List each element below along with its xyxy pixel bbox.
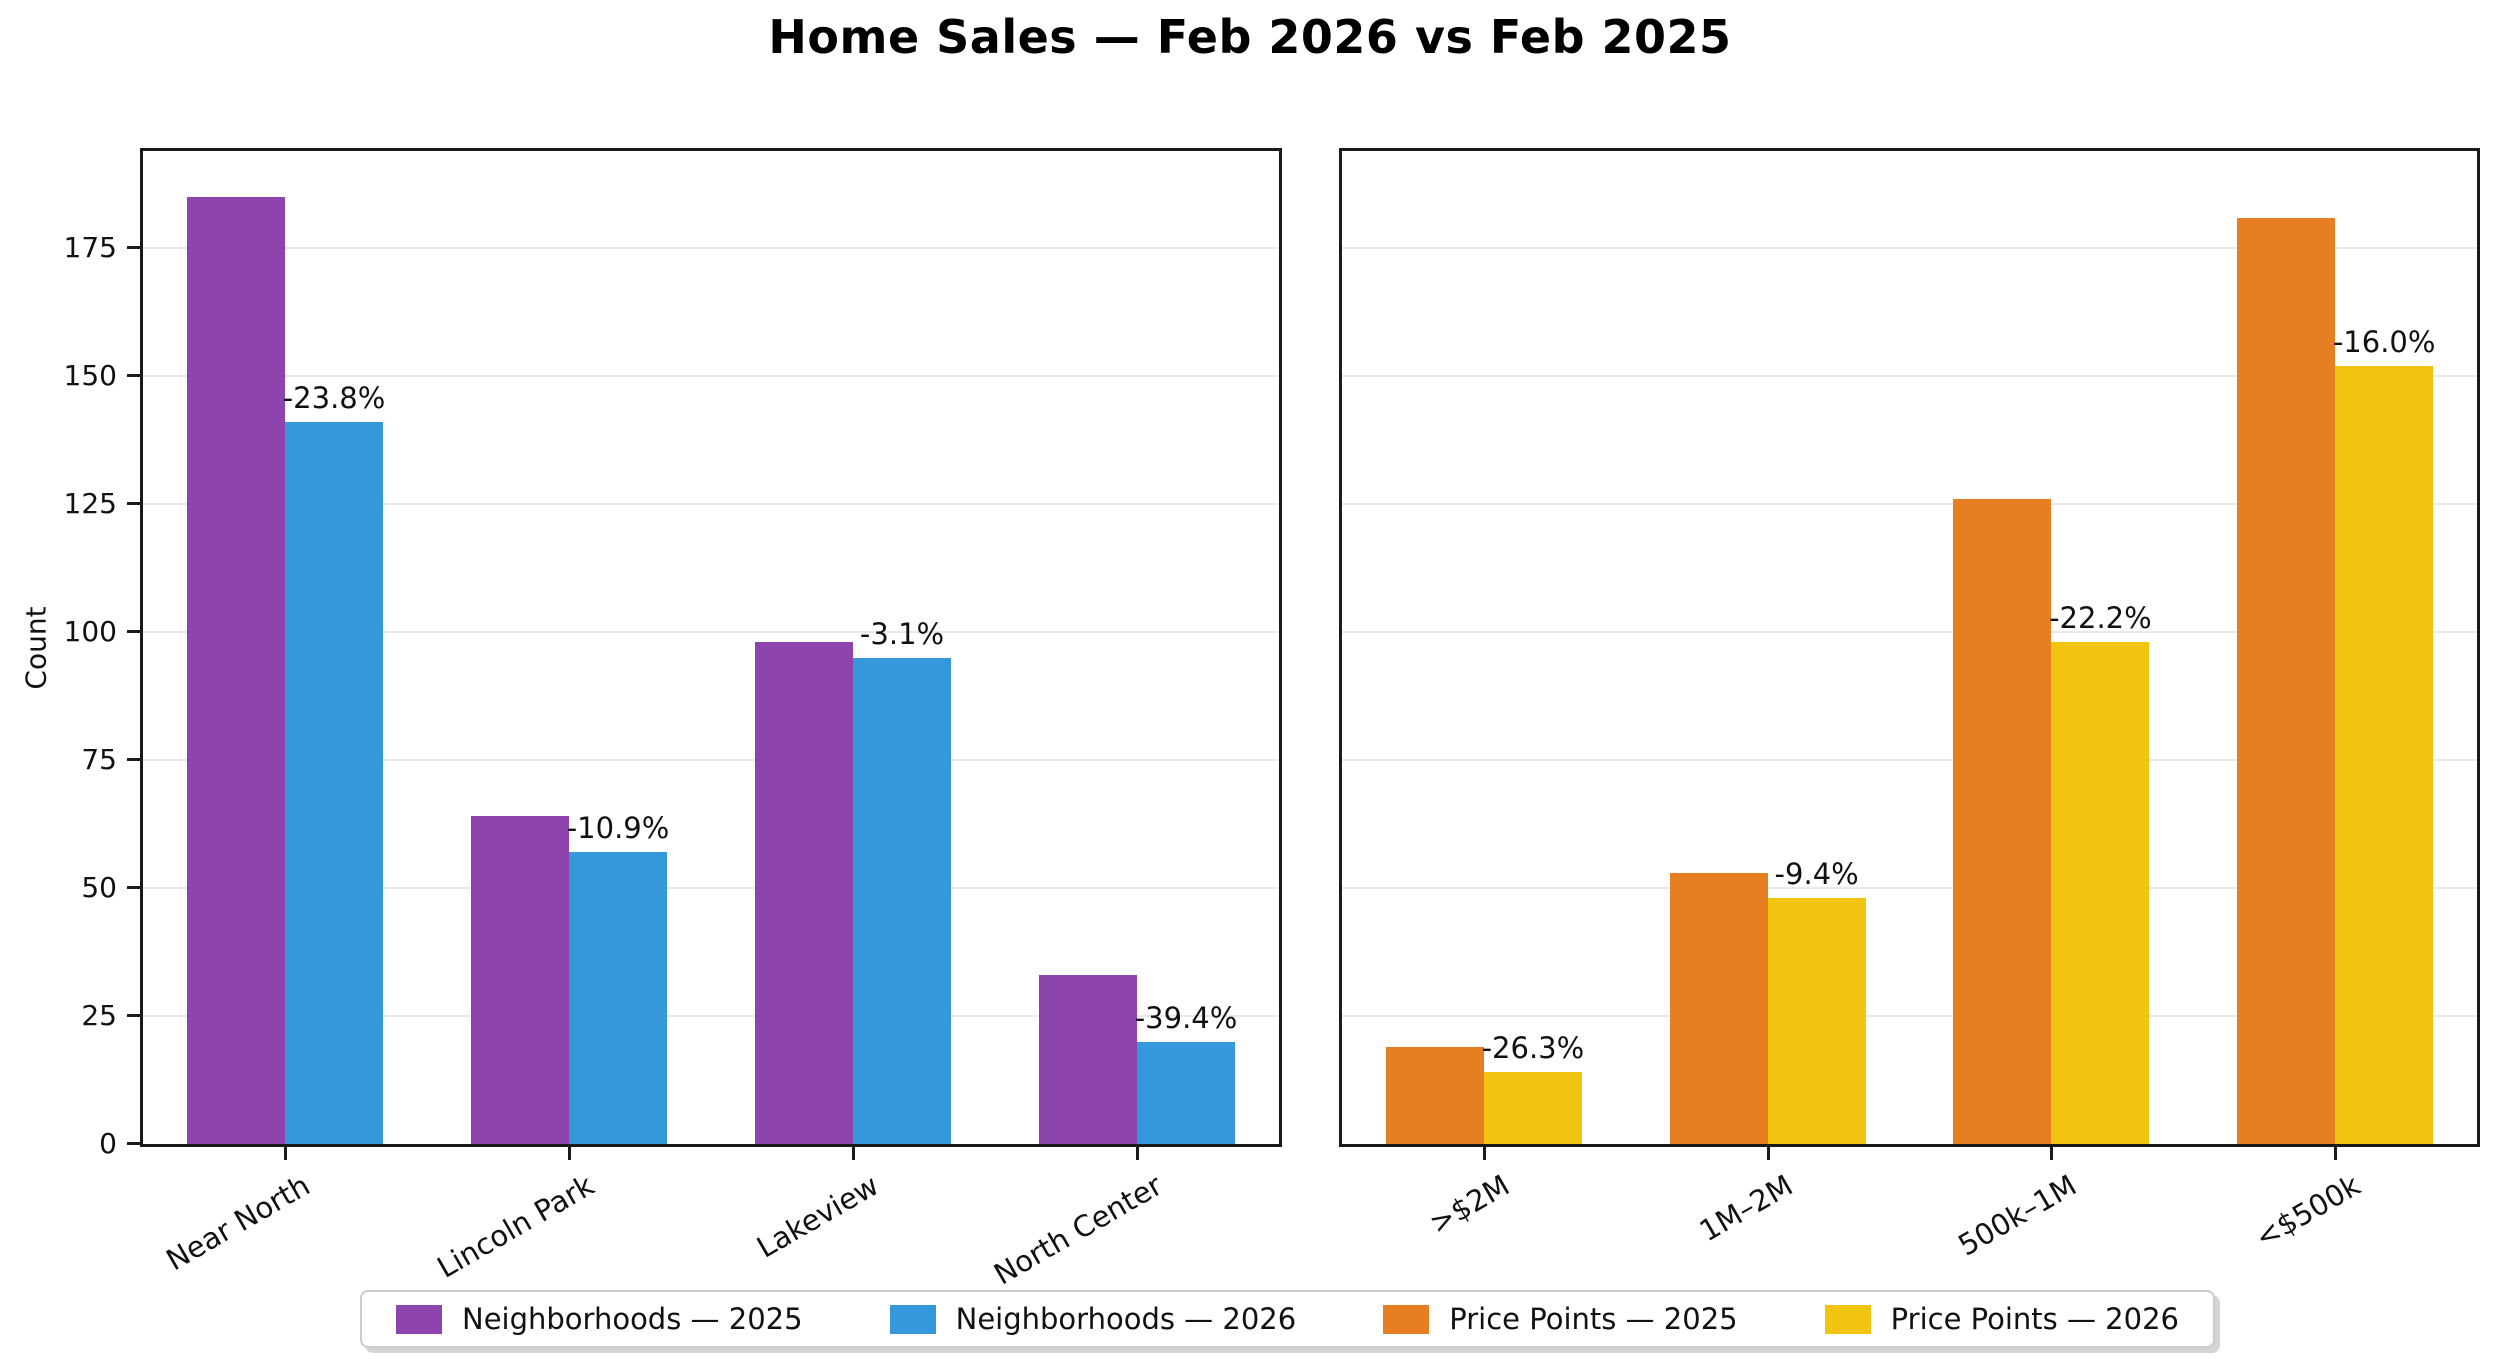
y-tick-label: 25 [81,999,117,1033]
gridline [1342,375,2477,378]
x-tick-mark [2334,1147,2338,1160]
y-tick-mark [127,246,140,250]
gridline [1342,247,2477,250]
x-tick-mark [1136,1147,1139,1160]
pct-change-label: -3.1% [859,616,945,651]
bar-neighborhoods-2026 [285,422,383,1144]
y-tick-label: 150 [63,359,117,393]
neighborhoods-2025-swatch-icon [396,1304,442,1334]
gridline [143,1015,1279,1018]
price-points-2025-swatch-icon [1383,1304,1430,1334]
gridline [1342,887,2477,890]
pct-change-label: -23.8% [282,381,386,416]
bar-neighborhoods-2026 [853,657,951,1144]
y-tick-mark [127,1014,140,1018]
gridline [1342,631,2477,634]
legend-item-price-points-2025: Price Points — 2025 [1383,1302,1738,1336]
bar-price-points-2025 [2237,217,2336,1144]
bar-neighborhoods-2025 [1039,975,1137,1144]
gridline [143,631,1279,634]
price-points-plot: >$2M -26.3% 1M–2M -9.4% 500k–1M -22.2% <$500k -… [1339,148,2480,1263]
bar-price-points-2026 [2335,365,2434,1144]
y-tick-label: 175 [63,231,117,265]
legend-label: Price Points — 2026 [1890,1302,2179,1336]
pct-change-label: -16.0% [2332,324,2436,359]
bar-price-points-2026 [1483,1072,1582,1144]
legend-label: Neighborhoods — 2026 [955,1302,1297,1336]
x-tick-label: Near North [160,1168,316,1278]
y-tick-mark [127,630,140,634]
gridline [1342,1015,2477,1018]
pct-change-label: -9.4% [1774,857,1859,892]
x-tick-mark [1482,1147,1486,1160]
price-points-2026-swatch-icon [1824,1304,1871,1334]
bar-price-points-2026 [2051,642,2150,1144]
x-tick-mark [1766,1147,1770,1160]
legend-label: Neighborhoods — 2025 [462,1302,803,1336]
bar-neighborhoods-2025 [755,642,853,1144]
legend-item-neighborhoods-2025: Neighborhoods — 2025 [396,1302,803,1336]
x-tick-label: Lincoln Park [431,1168,600,1285]
bar-price-points-2025 [1669,872,1768,1144]
x-tick-label: North Center [988,1168,1168,1292]
y-tick-mark [127,886,140,890]
bar-price-points-2025 [1953,499,2052,1144]
x-tick-label: 500k–1M [1952,1168,2083,1263]
y-tick-mark [127,374,140,378]
y-tick-mark [127,502,140,506]
x-tick-label: 1M–2M [1693,1168,1799,1249]
legend-item-price-points-2026: Price Points — 2026 [1824,1302,2179,1336]
pct-change-label: -26.3% [1481,1031,1585,1066]
gridline [1342,759,2477,762]
gridline [143,759,1279,762]
pct-change-label: -39.4% [1134,1000,1238,1035]
pct-change-label: -10.9% [566,811,670,846]
x-tick-label: <$500k [2249,1168,2367,1255]
y-tick-mark [127,758,140,762]
y-tick-label: 100 [63,615,117,649]
bar-price-points-2026 [1767,898,1866,1144]
gridline [143,887,1279,890]
chart-legend: Neighborhoods — 2025 Neighborhoods — 202… [360,1290,2215,1348]
y-tick-mark [127,1142,140,1145]
x-tick-mark [568,1147,571,1160]
pct-change-label: -22.2% [2049,601,2152,636]
x-tick-mark [852,1147,855,1160]
legend-item-neighborhoods-2026: Neighborhoods — 2026 [889,1302,1297,1336]
chart-title: Home Sales — Feb 2026 vs Feb 2025 [768,10,1732,64]
y-tick-label: 75 [81,743,117,777]
gridline [143,375,1279,378]
x-tick-label: >$2M [1423,1168,1515,1241]
gridline [143,247,1279,250]
bar-price-points-2025 [1385,1046,1484,1144]
neighborhoods-plot: 0 25 50 75 100 125 150 175 Near North -23.8% Linco… [64,148,1282,1291]
bar-neighborhoods-2026 [1137,1041,1235,1144]
bar-neighborhoods-2025 [187,197,285,1144]
x-tick-mark [284,1147,287,1160]
y-tick-label: 0 [99,1127,117,1160]
x-tick-mark [2050,1147,2054,1160]
gridline [143,503,1279,506]
gridline [1342,503,2477,506]
x-tick-label: Lakeview [750,1168,884,1265]
y-tick-label: 125 [63,487,117,521]
y-tick-label: 50 [81,871,117,905]
bar-neighborhoods-2025 [471,816,569,1144]
bar-neighborhoods-2026 [569,852,667,1144]
legend-label: Price Points — 2025 [1449,1302,1738,1336]
neighborhoods-2026-swatch-icon [889,1304,936,1334]
